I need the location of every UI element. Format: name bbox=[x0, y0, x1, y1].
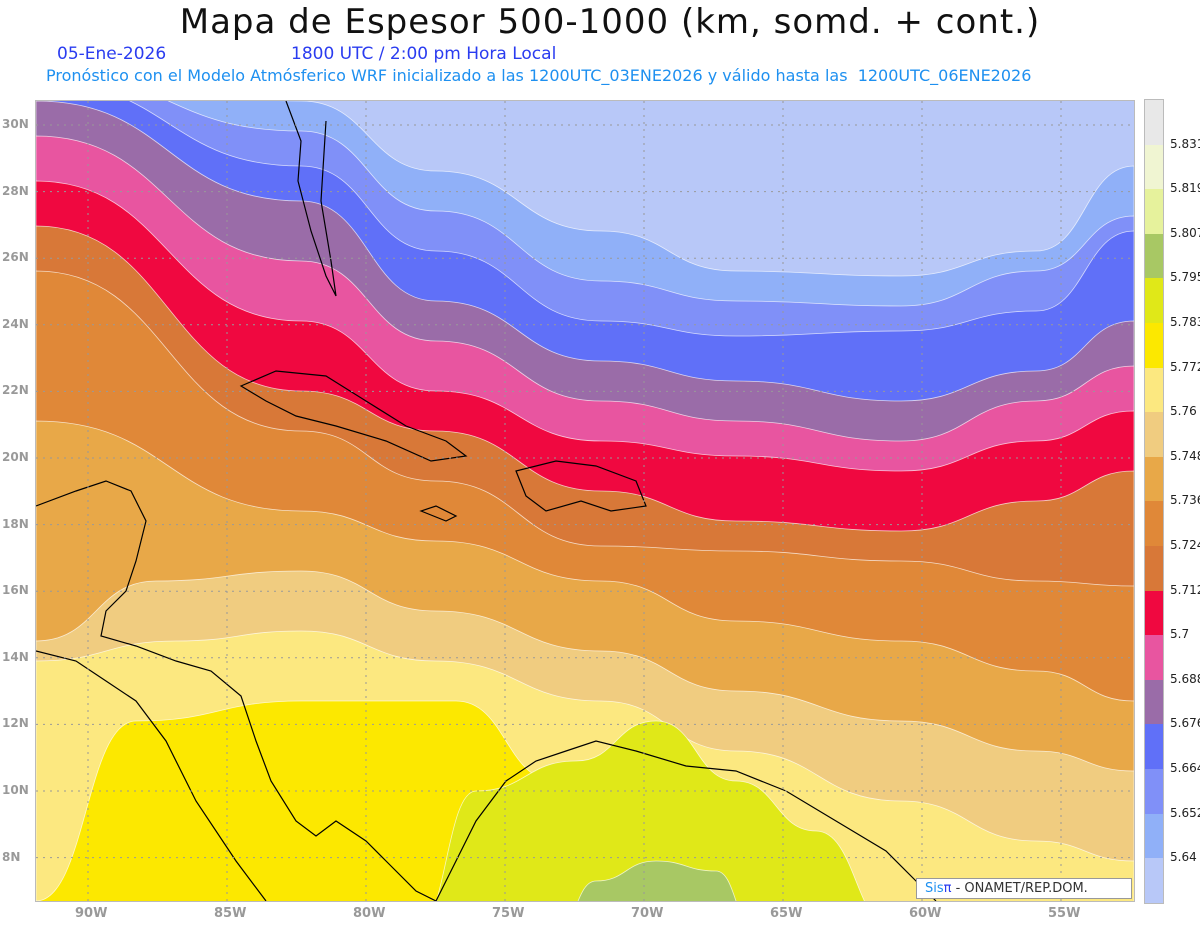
colorbar-label: 5.688 bbox=[1170, 671, 1200, 686]
map-title: Mapa de Espesor 500-1000 (km, somd. + co… bbox=[179, 2, 1041, 42]
colorbar-label: 5.712 bbox=[1170, 582, 1200, 597]
lat-label: 12N bbox=[2, 716, 29, 731]
colorbar-swatch bbox=[1145, 278, 1163, 323]
coastline bbox=[36, 480, 437, 901]
thickness-band bbox=[577, 860, 737, 901]
lon-label: 80W bbox=[353, 906, 386, 921]
lat-label: 16N bbox=[2, 583, 29, 598]
lon-label: 75W bbox=[492, 906, 525, 921]
colorbar-swatch bbox=[1145, 724, 1163, 769]
lat-label: 14N bbox=[2, 649, 29, 664]
colorbar-label: 5.664 bbox=[1170, 761, 1200, 775]
colorbar-label: 5.807 bbox=[1170, 225, 1200, 240]
lon-label: 65W bbox=[770, 906, 803, 921]
forecast-time: 1800 UTC / 2:00 pm Hora Local bbox=[291, 44, 557, 64]
colorbar-label: 5.831 bbox=[1170, 136, 1200, 151]
colorbar-swatch bbox=[1145, 635, 1163, 680]
colorbar-label: 5.748 bbox=[1170, 448, 1200, 463]
coastline bbox=[36, 650, 267, 901]
lat-label: 30N bbox=[2, 117, 29, 131]
colorbar-label: 5.736 bbox=[1170, 493, 1200, 508]
lon-label: 85W bbox=[214, 906, 247, 921]
brand-pi: π bbox=[943, 881, 952, 896]
coastline bbox=[435, 740, 937, 901]
colorbar-label: 5.652 bbox=[1170, 805, 1200, 820]
colorbar-swatch bbox=[1145, 412, 1163, 457]
colorbar-swatch bbox=[1145, 768, 1163, 814]
colorbar-swatch bbox=[1145, 367, 1163, 413]
lat-label: 22N bbox=[2, 383, 29, 398]
brand-sis: Sis bbox=[925, 881, 944, 896]
coastline bbox=[239, 370, 468, 462]
lon-label: 70W bbox=[631, 906, 664, 921]
colorbar-label: 5.7 bbox=[1170, 627, 1190, 642]
lat-label: 20N bbox=[2, 450, 29, 464]
colorbar-swatch bbox=[1145, 813, 1163, 859]
colorbar-label: 5.76 bbox=[1170, 404, 1197, 419]
credit-box: Sisπ - ONAMET/REP.DOM. bbox=[916, 878, 1132, 899]
colorbar-label: 5.724 bbox=[1170, 538, 1200, 552]
colorbar-swatch bbox=[1145, 679, 1163, 725]
colorbar-swatch bbox=[1145, 144, 1163, 190]
lat-label: 18N bbox=[2, 516, 29, 531]
thickness-band bbox=[435, 720, 865, 901]
coastline bbox=[285, 101, 337, 297]
colorbar-label: 5.676 bbox=[1170, 716, 1200, 731]
credit-text: - ONAMET/REP.DOM. bbox=[951, 881, 1088, 896]
colorbar-swatch bbox=[1145, 858, 1163, 903]
colorbar-label: 5.795 bbox=[1170, 270, 1200, 285]
lat-label: 24N bbox=[2, 316, 29, 331]
thickness-map bbox=[35, 100, 1135, 902]
lat-label: 10N bbox=[2, 783, 29, 797]
model-info: Pronóstico con el Modelo Atmósferico WRF… bbox=[46, 66, 1032, 85]
colorbar-swatch bbox=[1145, 590, 1163, 636]
colorbar-swatch bbox=[1145, 545, 1163, 591]
colorbar-label: 5.819 bbox=[1170, 181, 1200, 196]
coastline bbox=[419, 505, 458, 522]
colorbar-label: 5.772 bbox=[1170, 359, 1200, 374]
lat-label: 8N bbox=[2, 849, 21, 864]
coastline bbox=[515, 460, 647, 512]
lon-label: 55W bbox=[1048, 906, 1081, 921]
colorbar-label: 5.783 bbox=[1170, 315, 1200, 329]
colorbar-swatch bbox=[1145, 100, 1163, 145]
lon-label: 60W bbox=[909, 906, 942, 921]
colorbar-swatch bbox=[1145, 456, 1163, 502]
forecast-date: 05-Ene-2026 bbox=[57, 44, 167, 64]
lon-label: 90W bbox=[75, 906, 108, 921]
colorbar-swatch bbox=[1145, 189, 1163, 234]
lat-label: 26N bbox=[2, 250, 29, 265]
lat-label: 28N bbox=[2, 183, 29, 198]
colorbar-swatch bbox=[1145, 322, 1163, 368]
colorbar-swatch bbox=[1145, 501, 1163, 546]
colorbar-swatch bbox=[1145, 233, 1163, 279]
colorbar-label: 5.64 bbox=[1170, 850, 1197, 865]
colorbar bbox=[1144, 99, 1164, 904]
